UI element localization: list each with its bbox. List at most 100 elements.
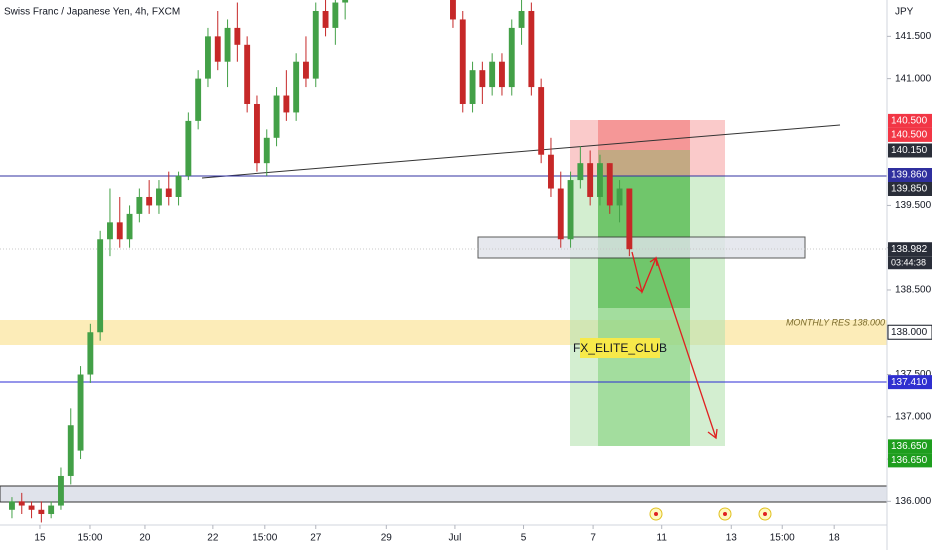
candle-body: [234, 27, 241, 45]
candle-body: [116, 222, 123, 240]
candle-body: [293, 61, 300, 113]
candle-body: [450, 0, 456, 20]
chart-title: Swiss Franc / Japanese Yen, 4h, FXCM: [4, 7, 180, 18]
candles: [9, 0, 633, 523]
price-label-box: [888, 375, 932, 390]
candle-body: [557, 188, 564, 240]
candle-body: [195, 78, 202, 121]
candle-body: [567, 180, 574, 240]
x-tick-label: 13: [726, 533, 738, 544]
candle-body: [263, 137, 270, 164]
candle-body: [58, 475, 64, 506]
stop-zone-inner: [598, 120, 690, 150]
candle-body: [146, 196, 153, 206]
price-label: 140.500: [891, 130, 928, 141]
candle-body: [48, 505, 55, 515]
price-label: 139.850: [891, 184, 928, 195]
price-label: 139.860: [891, 170, 928, 181]
currency: JPY: [895, 7, 914, 18]
x-tick-label: 11: [657, 533, 668, 544]
candle-body: [38, 509, 45, 515]
candle-body: [18, 501, 25, 506]
candle-body: [28, 505, 35, 510]
x-tick-label: 29: [381, 533, 393, 544]
candle-body: [312, 10, 319, 79]
x-tick-label: 27: [310, 533, 322, 544]
event-dot: [654, 512, 658, 516]
candle-body: [342, 0, 349, 3]
candle-body: [185, 120, 192, 176]
event-icons: [649, 507, 772, 521]
candle-body: [587, 163, 594, 197]
candle-body: [126, 213, 133, 240]
trend-line: [201, 124, 841, 179]
candle-body: [332, 2, 339, 28]
levels: [0, 175, 887, 383]
price-label-box: [888, 453, 932, 468]
candle-body: [273, 95, 280, 138]
x-tick-label: Jul: [449, 533, 462, 544]
price-label: 136.650: [891, 455, 928, 466]
x-tick-label: 5: [521, 533, 527, 544]
event-dot: [723, 512, 727, 516]
support-box: [0, 485, 887, 503]
candle-body: [97, 239, 104, 333]
candle-body: [489, 61, 496, 88]
price-label-box: [888, 113, 932, 128]
watermark-box: [580, 338, 660, 358]
candle-body: [303, 61, 309, 79]
price-label-box: [888, 168, 932, 182]
event-dot: [763, 512, 767, 516]
candle-body: [597, 163, 603, 197]
candle-body: [459, 19, 466, 104]
candle-body: [214, 36, 221, 62]
countdown: 03:44:38: [891, 258, 926, 268]
stop-zone-filled: [598, 150, 690, 176]
price-label-box: [888, 127, 932, 142]
x-tick-label: 22: [207, 533, 219, 544]
watermark-label: FX_ELITE_CLUB: [573, 341, 667, 355]
candle-body: [205, 36, 211, 79]
candle-body: [518, 10, 525, 28]
y-tick-label: 136.000: [895, 496, 932, 507]
price-label-box: [888, 182, 932, 196]
candle-body: [626, 188, 633, 250]
price-label: 136.650: [891, 441, 928, 452]
arrow-head: [707, 428, 718, 440]
candle-body: [87, 332, 94, 375]
x-tick-label: 15:00: [770, 533, 795, 544]
candle-body: [136, 196, 143, 214]
price-label: 140.150: [891, 145, 928, 156]
candle-body: [528, 10, 535, 88]
resistance-band: [0, 320, 887, 345]
candle-body: [577, 163, 584, 181]
x-tick-label: 20: [139, 533, 151, 544]
candle-body: [283, 95, 290, 113]
candle-body: [254, 103, 260, 164]
candle-body: [165, 188, 172, 197]
y-tick-label: 137.500: [895, 369, 932, 380]
candle-body: [508, 27, 515, 88]
candle-body: [548, 154, 554, 189]
y-tick-label: 141.000: [895, 73, 932, 84]
candle-body: [107, 222, 113, 240]
candle-body: [77, 374, 84, 451]
candle-body: [606, 163, 613, 206]
price-label-box: [887, 324, 932, 340]
demand-box: [477, 236, 806, 259]
candle-body: [9, 501, 15, 510]
arrow-head: [649, 256, 658, 267]
candle-body: [499, 61, 505, 88]
y-tick-label: 141.500: [895, 31, 932, 42]
price-label: 138.982: [891, 244, 928, 255]
drawings: [0, 120, 887, 503]
candle-body: [469, 70, 476, 104]
candle-body: [322, 10, 329, 28]
y-tick-label: 139.500: [895, 200, 932, 211]
x-tick-label: 15:00: [252, 533, 277, 544]
price-label-box: [888, 439, 932, 454]
price-label-box: [888, 143, 932, 158]
price-label-box: [888, 242, 932, 257]
x-tick-label: 18: [829, 533, 841, 544]
